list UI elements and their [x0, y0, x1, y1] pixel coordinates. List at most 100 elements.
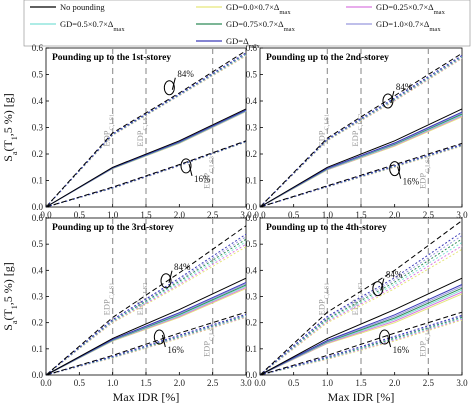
- series-p50-no-pounding: [259, 277, 463, 376]
- series-p50-no-pounding: [259, 108, 463, 208]
- annotation-16-label: 16%: [194, 174, 211, 184]
- ytick-label: 0.3: [246, 123, 258, 133]
- xtick-label: 2.0: [389, 210, 401, 220]
- annotation-16-label: 16%: [403, 177, 420, 187]
- series-p84-no-pounding: [259, 220, 463, 376]
- series-p84-no-pounding: [45, 225, 247, 376]
- ytick-label: 0.4: [32, 265, 44, 275]
- ytick-label: 0.3: [246, 292, 258, 302]
- annotation-84-label: 84%: [386, 270, 403, 280]
- ytick-label: 0.2: [32, 318, 43, 328]
- xtick-label: 0.0: [254, 378, 266, 388]
- legend-label-4: GD=0.75×0.7×Δmax: [226, 19, 296, 33]
- panel-title: Pounding up to the 4th-storey: [266, 223, 387, 233]
- ytick-label: 0.3: [32, 123, 44, 133]
- annotation-16-marker: [389, 161, 401, 177]
- ytick-label: 0.2: [246, 318, 257, 328]
- ytick-label: 0.5: [246, 70, 258, 80]
- ytick-label: 0.1: [246, 344, 257, 354]
- legend-label-3: GD=0.5×0.7×Δmax: [60, 19, 125, 33]
- ytick-label: 0.0: [246, 370, 258, 380]
- ytick-label: 0.4: [246, 96, 258, 106]
- panel-2: EDPC,LS1 EDPC,LS2 EDPC,LS3 84% 16% Pounding u…: [246, 43, 468, 220]
- xtick-label: 0.0: [254, 210, 266, 220]
- annotation-16-marker: [180, 158, 192, 174]
- xtick-label: 0.0: [40, 210, 52, 220]
- annotation-84-label: 84%: [177, 69, 194, 79]
- xtick-label: 2.5: [423, 210, 435, 220]
- series-p16-gd-3: [259, 317, 463, 376]
- threshold-label-2: EDPC,LS2: [135, 114, 149, 147]
- series-p16-no-pounding: [45, 140, 247, 208]
- series-p84-gd-2: [45, 243, 247, 376]
- annotation-16-arrow: [387, 334, 392, 348]
- threshold-label-1: EDPC,LS1: [316, 282, 330, 315]
- annotation-84-marker: [160, 273, 172, 289]
- ytick-label: 0.5: [246, 239, 258, 249]
- series-p16-gd-6: [259, 144, 463, 208]
- series-p16-gd-6: [259, 314, 463, 376]
- threshold-label-1: EDPC,LS1: [102, 114, 116, 147]
- panel-title: Pounding up to the 3rd-storey: [52, 223, 174, 233]
- legend-label-6: GD=Δmax: [226, 36, 260, 50]
- annotation-84-label: 84%: [396, 82, 413, 92]
- annotation-84-marker: [163, 80, 175, 96]
- threshold-label-3: EDPC,LS3: [202, 324, 216, 357]
- annotation-16-label: 16%: [167, 345, 184, 355]
- series-p50-no-pounding: [45, 108, 247, 208]
- series-p84-gd-3: [45, 241, 247, 376]
- annotation-16-marker: [379, 329, 391, 345]
- ytick-label: 0.0: [32, 202, 44, 212]
- xtick-label: 0.5: [74, 210, 86, 220]
- xtick-label: 3.0: [456, 210, 468, 220]
- threshold-label-3: EDPC,LS3: [417, 156, 431, 189]
- annotation-16-label: 16%: [393, 345, 410, 355]
- ytick-label: 0.5: [32, 239, 44, 249]
- xtick-label: 1.5: [355, 378, 367, 388]
- series-p84-gd-5: [259, 55, 463, 208]
- xtick-label: 1.5: [140, 378, 152, 388]
- series-p16-gd-1: [45, 316, 247, 376]
- ytick-label: 0.2: [32, 149, 43, 159]
- panel-1: EDPC,LS1 EDPC,LS2 EDPC,LS3 84% 16% Pounding u…: [1, 43, 252, 220]
- xtick-label: 1.5: [355, 210, 367, 220]
- series-p50-gd-6: [259, 284, 463, 376]
- panel-title: Pounding up to the 2nd-storey: [266, 53, 389, 63]
- series-p16-no-pounding: [259, 142, 463, 208]
- series-p16-gd-2: [259, 318, 463, 376]
- series-p16-gd-1: [259, 319, 463, 376]
- legend-box: [23, 0, 471, 47]
- series-p16-gd-6: [45, 313, 247, 376]
- annotation-84-arrow: [380, 278, 385, 291]
- annotation-16-arrow: [161, 334, 166, 348]
- ytick-label: 0.4: [32, 96, 44, 106]
- xtick-label: 3.0: [240, 210, 252, 220]
- legend-label-5: GD=1.0×0.7×Δmax: [376, 19, 441, 33]
- series-p16-gd-6: [45, 140, 247, 208]
- annotation-84-arrow: [390, 90, 395, 104]
- ytick-label: 0.1: [32, 344, 43, 354]
- xtick-label: 2.5: [207, 378, 219, 388]
- annotation-16-arrow: [397, 166, 402, 179]
- y-axis-label: Sa(T1,5 %) [g]: [1, 262, 19, 331]
- series-p16-gd-5: [259, 315, 463, 376]
- panel-title: Pounding up to the 1st-storey: [52, 53, 171, 63]
- xtick-label: 3.0: [456, 378, 468, 388]
- series-p84-gd-6: [45, 233, 247, 376]
- threshold-label-2: EDPC,LS2: [350, 114, 364, 147]
- xtick-label: 1.5: [140, 210, 152, 220]
- xtick-label: 0.5: [74, 378, 86, 388]
- series-p16-no-pounding: [45, 311, 247, 376]
- series-p84-gd-2: [259, 245, 463, 376]
- legend-label-1: GD=0.0×0.7×Δmax: [226, 2, 291, 16]
- ytick-label: 0.4: [246, 265, 258, 275]
- series-p50-no-pounding: [45, 277, 247, 376]
- ytick-label: 0.6: [246, 213, 258, 223]
- threshold-label-3: EDPC,LS3: [202, 156, 216, 189]
- ytick-label: 0.1: [246, 176, 257, 186]
- xtick-label: 1.0: [107, 210, 119, 220]
- ytick-label: 0.0: [246, 202, 258, 212]
- xtick-label: 3.0: [240, 378, 252, 388]
